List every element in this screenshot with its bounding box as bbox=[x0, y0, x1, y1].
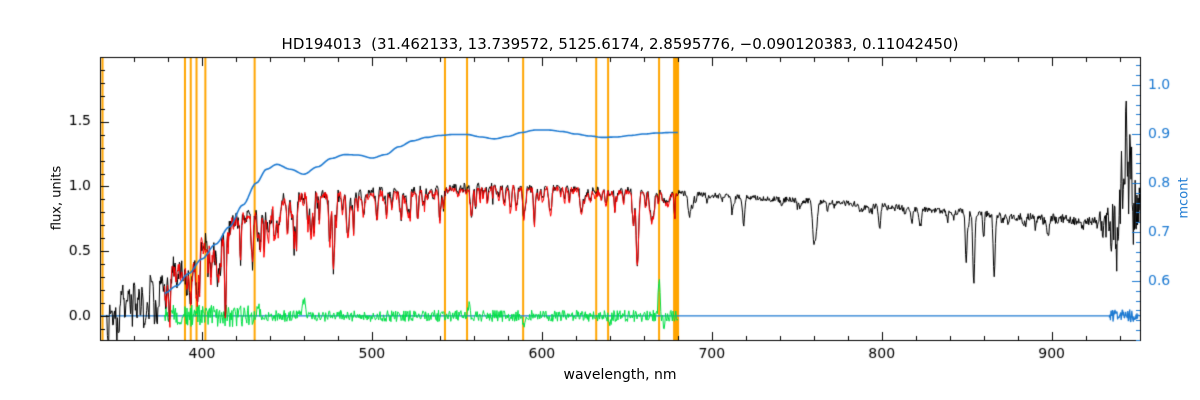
x-axis-label: wavelength, nm bbox=[563, 367, 677, 383]
plot-title: HD194013 (31.462133, 13.739572, 5125.617… bbox=[281, 35, 959, 53]
y-axis-label-mcont: mcont bbox=[1176, 177, 1192, 219]
y-axis-label-flux: flux, units bbox=[49, 165, 65, 231]
